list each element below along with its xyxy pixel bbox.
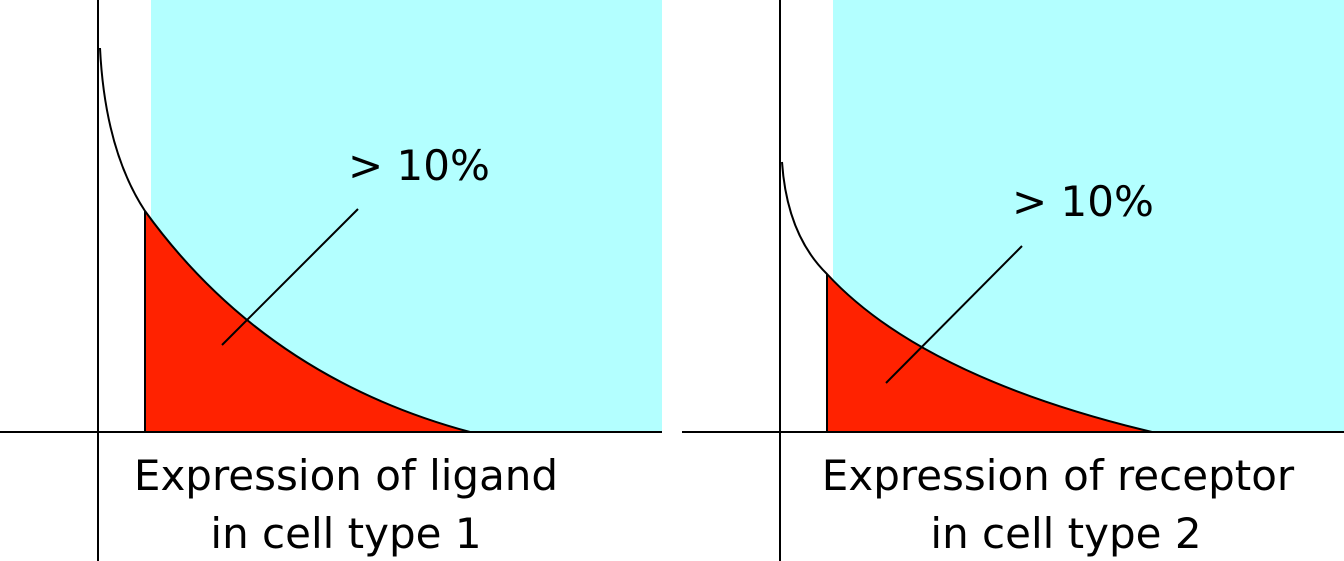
threshold-label-receptor: > 10% [1012, 177, 1154, 226]
tail-area-ligand [145, 211, 470, 432]
axis-label-ligand-line2: in cell type 1 [210, 509, 481, 558]
callout-line-receptor [885, 245, 1023, 384]
panel-receptor: > 10% Expression of receptor in cell typ… [682, 0, 1344, 561]
distribution-curve-receptor [781, 161, 1153, 433]
tail-area-receptor [827, 274, 1152, 432]
callout-line-ligand [221, 208, 359, 346]
axis-label-receptor-line2: in cell type 2 [930, 509, 1201, 558]
distribution-curve-ligand [99, 47, 471, 433]
threshold-label-ligand: > 10% [348, 141, 490, 190]
panel-ligand: > 10% Expression of ligand in cell type … [0, 0, 662, 561]
axis-label-ligand-line1: Expression of ligand [134, 451, 558, 500]
axis-label-receptor-line1: Expression of receptor [822, 451, 1295, 500]
